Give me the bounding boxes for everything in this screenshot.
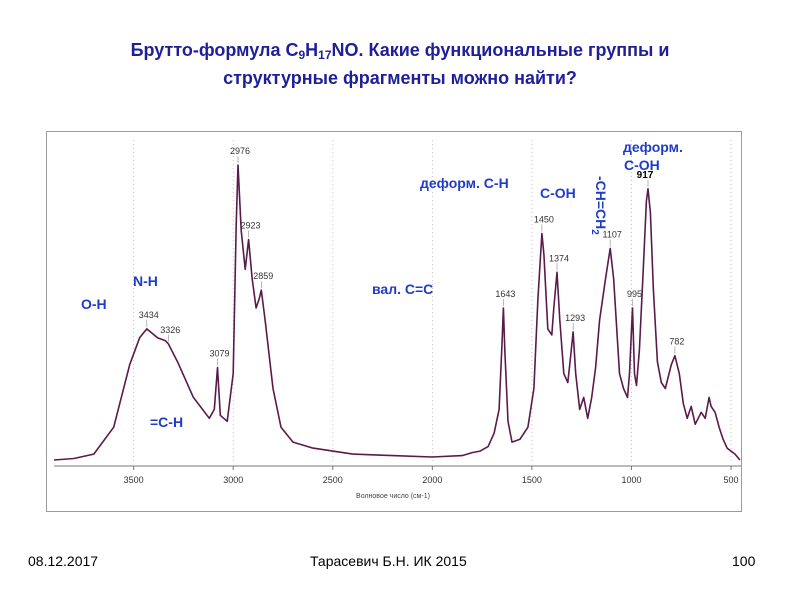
tick-label-3500: 3500	[124, 475, 144, 485]
x-axis-label: Волновое число (см-1)	[356, 493, 430, 500]
annotation-deform-coh-2: C-OH	[624, 157, 660, 173]
footer-author: Тарасевич Б.Н. ИК 2015	[310, 553, 467, 569]
title-line-2: структурные фрагменты можно найти?	[223, 68, 577, 88]
footer-date: 08.12.2017	[28, 553, 99, 569]
peak-label-1107: 1107	[602, 229, 621, 239]
peak-label-1643: 1643	[495, 289, 515, 299]
peak-label-782: 782	[669, 337, 684, 347]
peak-label-3434: 3434	[139, 310, 159, 320]
peak-label-1293: 1293	[565, 313, 585, 323]
annotation-val-cc: вал. C=C	[372, 281, 434, 297]
footer-page-number: 100	[732, 553, 756, 569]
tick-label-2500: 2500	[323, 475, 343, 485]
peak-label-2859: 2859	[253, 271, 273, 281]
annotation-deform-coh-1: деформ.	[623, 139, 683, 155]
peak-label-2976: 2976	[230, 146, 250, 156]
annotation-ch-eq: =C-H	[150, 414, 184, 430]
annotation-deform-ch: деформ. C-H	[420, 175, 509, 191]
peak-label-2923: 2923	[241, 221, 261, 231]
spectrum-frame	[46, 131, 742, 512]
annotation-nh: N-H	[133, 273, 158, 289]
title-line-1: Брутто-формула C9H17NO. Какие функционал…	[130, 40, 670, 62]
annotation-coh: C-OH	[540, 185, 576, 201]
tick-label-3000: 3000	[223, 475, 243, 485]
spectrum-line	[53, 164, 741, 461]
slide-title: Брутто-формула C9H17NO. Какие функционал…	[60, 36, 740, 92]
tick-label-500: 500	[724, 475, 739, 485]
peak-label-917: 917	[637, 170, 654, 181]
peak-label-3079: 3079	[209, 349, 229, 359]
peak-label-995: 995	[627, 289, 642, 299]
peak-label-1450: 1450	[534, 215, 554, 225]
peak-label-1374: 1374	[549, 253, 569, 263]
annotation-vinyl: -CH=CH2	[589, 176, 609, 235]
annotation-oh: O-H	[81, 296, 107, 312]
tick-label-2000: 2000	[422, 475, 442, 485]
tick-label-1500: 1500	[522, 475, 542, 485]
peak-label-3326: 3326	[160, 325, 180, 335]
tick-label-1000: 1000	[621, 475, 641, 485]
